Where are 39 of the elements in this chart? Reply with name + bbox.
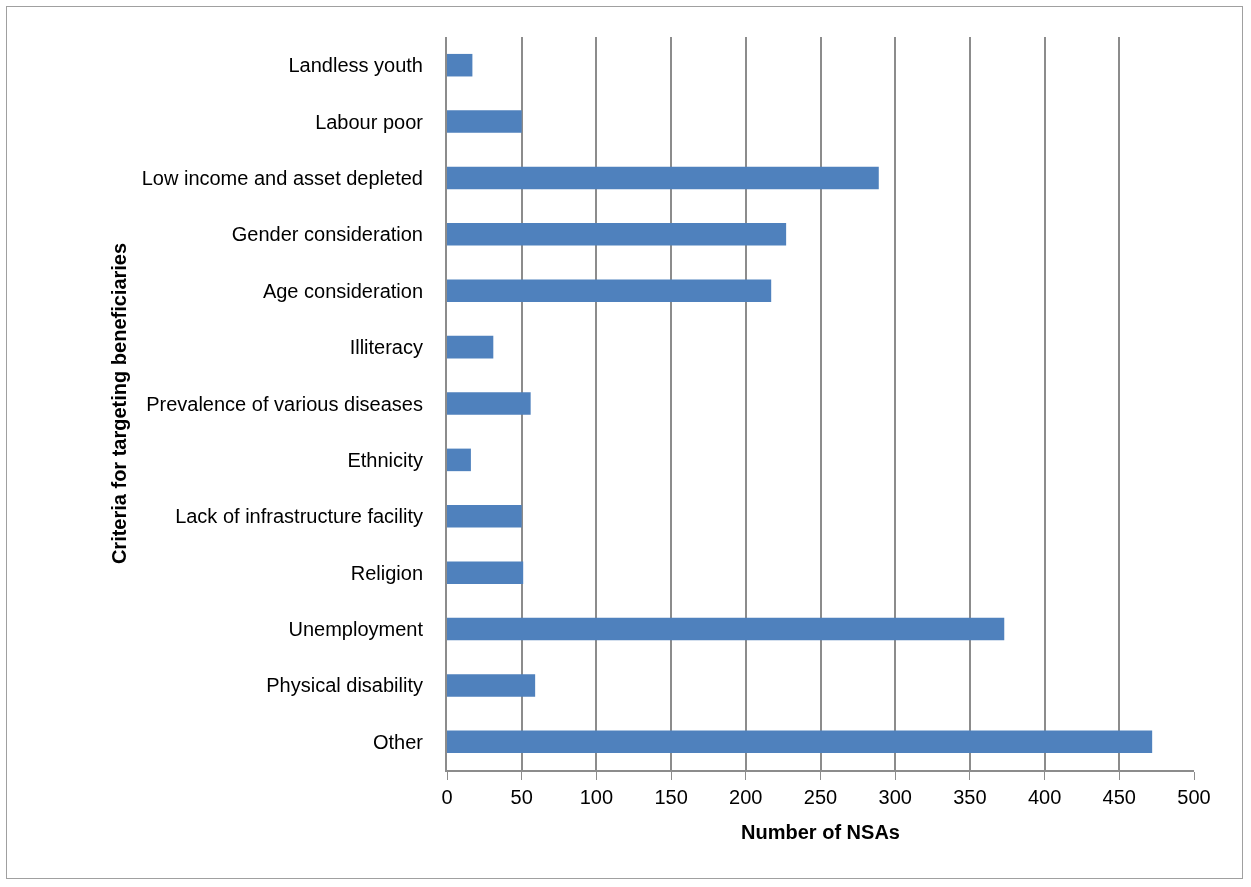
x-tick-label: 150 — [654, 786, 688, 808]
bar — [447, 279, 772, 303]
bar — [447, 730, 1153, 754]
x-tick-label: 500 — [1177, 786, 1211, 808]
y-tick-label: Religion — [350, 561, 423, 584]
y-tick-label: Gender consideration — [231, 223, 423, 246]
bar — [447, 223, 787, 246]
x-tick-label: 350 — [953, 786, 987, 808]
y-tick-label: Landless youth — [288, 54, 423, 77]
y-tick-label: Lack of infrastructure facility — [175, 505, 423, 528]
y-tick-label: Illiteracy — [349, 336, 423, 359]
bar — [447, 110, 522, 133]
bar — [447, 561, 524, 584]
x-tick-label: 300 — [878, 786, 912, 808]
y-tick-label: Age consideration — [262, 279, 423, 302]
y-tick-label: Physical disability — [266, 674, 423, 697]
bar — [447, 674, 536, 697]
x-tick-label: 200 — [729, 786, 763, 808]
y-tick-label: Labour poor — [315, 110, 424, 133]
y-tick-label: Ethnicity — [347, 448, 423, 471]
bar — [447, 448, 471, 472]
y-tick-label: Unemployment — [288, 618, 424, 641]
x-tick-label: 450 — [1102, 786, 1136, 808]
y-tick-label: Prevalence of various diseases — [146, 392, 423, 415]
bar — [447, 504, 522, 528]
bar — [447, 617, 1005, 641]
y-tick-label: Other — [372, 730, 424, 753]
bar — [447, 335, 494, 359]
x-tick-label: 0 — [441, 786, 453, 808]
y-tick-label: Low income and asset depleted — [141, 166, 423, 189]
x-axis-title: Number of NSAs — [741, 821, 900, 843]
bar — [447, 53, 473, 77]
x-tick-label: 100 — [579, 786, 614, 808]
y-axis-title: Criteria for targeting beneficiaries — [107, 242, 130, 565]
x-tick-label: 400 — [1027, 786, 1062, 808]
bar — [447, 392, 531, 415]
bar — [447, 166, 879, 190]
x-tick-label: 50 — [510, 786, 533, 808]
x-tick-label: 250 — [803, 786, 838, 808]
